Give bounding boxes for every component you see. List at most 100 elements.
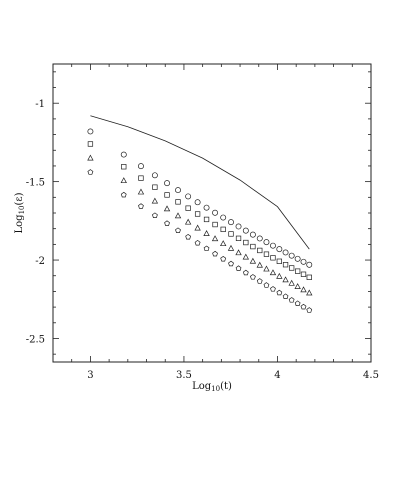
point-triangle — [87, 154, 94, 161]
data-series — [87, 128, 313, 313]
point-square — [203, 216, 210, 223]
point-square — [228, 231, 234, 237]
point-triangle — [174, 212, 182, 219]
x-tick-label: 3.5 — [176, 370, 192, 381]
x-tick-label: 3 — [87, 370, 93, 381]
x-tick-label: 4.5 — [363, 370, 379, 381]
point-pentagon — [164, 220, 170, 226]
point-circle — [120, 151, 127, 158]
point-square — [152, 184, 158, 190]
point-square — [270, 255, 276, 261]
point-triangle — [211, 235, 219, 242]
point-pentagon — [203, 245, 210, 252]
point-pentagon — [276, 289, 283, 296]
point-circle — [185, 193, 192, 200]
point-circle — [242, 227, 249, 234]
point-pentagon — [288, 297, 295, 303]
point-triangle — [288, 279, 295, 286]
point-circle — [212, 209, 219, 216]
point-triangle — [294, 283, 301, 289]
point-square — [121, 164, 127, 170]
y-tick-label: -2.5 — [26, 334, 45, 345]
point-circle — [138, 163, 144, 170]
point-square — [220, 226, 226, 233]
plot-frame — [52, 63, 372, 363]
point-square — [289, 265, 295, 271]
point-triangle — [184, 218, 192, 225]
point-pentagon — [185, 233, 192, 240]
point-square — [243, 239, 249, 246]
point-pentagon — [242, 269, 249, 276]
point-circle — [164, 180, 170, 187]
point-triangle — [249, 257, 257, 264]
point-circle — [235, 223, 242, 230]
point-triangle — [203, 230, 210, 236]
y-tick-labels: -1 -1.5 -2 -2.5 — [26, 99, 45, 345]
point-triangle — [151, 197, 159, 204]
point-square — [87, 141, 94, 147]
y-tick-label: -2 — [35, 256, 45, 267]
point-circle — [203, 204, 210, 211]
point-pentagon — [228, 260, 234, 267]
point-square — [276, 258, 282, 264]
point-pentagon — [270, 286, 276, 292]
point-pentagon — [249, 274, 256, 280]
point-triangle — [282, 276, 289, 283]
point-triangle — [120, 177, 127, 184]
x-axis-title: Log10(t) — [192, 381, 232, 393]
point-square — [263, 251, 270, 257]
point-square — [212, 221, 218, 228]
point-square — [250, 243, 256, 250]
point-pentagon — [194, 239, 201, 246]
point-circle — [194, 199, 201, 206]
point-circle — [294, 255, 301, 262]
point-circle — [288, 252, 295, 259]
y-axis-title: Log10(ε) — [14, 192, 26, 233]
point-triangle — [276, 272, 283, 279]
point-pentagon — [87, 169, 94, 175]
x-tick-label: 4 — [274, 370, 280, 381]
y-tick-label: -1.5 — [26, 178, 45, 189]
point-square — [138, 175, 144, 181]
point-triangle — [242, 253, 250, 260]
point-circle — [300, 258, 307, 265]
point-pentagon — [120, 191, 127, 198]
point-square — [257, 247, 263, 254]
point-circle — [256, 235, 263, 242]
point-triangle — [235, 249, 242, 256]
y-tick-label: -1 — [35, 99, 45, 110]
point-square — [164, 192, 170, 198]
point-triangle — [300, 286, 307, 293]
point-triangle — [263, 265, 270, 272]
point-pentagon — [235, 265, 242, 271]
x-tick-labels: 3 3.5 4 4.5 — [87, 370, 379, 381]
point-triangle — [269, 269, 277, 276]
point-triangle — [220, 240, 227, 247]
point-circle — [151, 172, 158, 179]
point-circle — [276, 246, 283, 253]
point-circle — [282, 249, 289, 256]
point-pentagon — [220, 255, 227, 262]
point-square — [235, 235, 242, 241]
point-triangle — [306, 289, 313, 296]
point-square — [194, 211, 201, 217]
point-pentagon — [300, 303, 307, 310]
point-triangle — [137, 188, 145, 195]
point-triangle — [194, 224, 201, 231]
point-circle — [175, 187, 181, 194]
reference-curve — [90, 115, 310, 250]
point-square — [175, 199, 181, 205]
point-triangle — [227, 244, 235, 251]
point-triangle — [256, 261, 263, 268]
point-pentagon — [294, 300, 301, 306]
point-pentagon — [306, 307, 313, 313]
point-pentagon — [138, 203, 144, 209]
point-circle — [263, 239, 270, 246]
point-circle — [228, 219, 234, 226]
point-circle — [87, 128, 94, 135]
point-square — [185, 205, 191, 211]
point-triangle — [163, 205, 171, 212]
point-square — [294, 268, 301, 274]
point-pentagon — [263, 282, 270, 288]
